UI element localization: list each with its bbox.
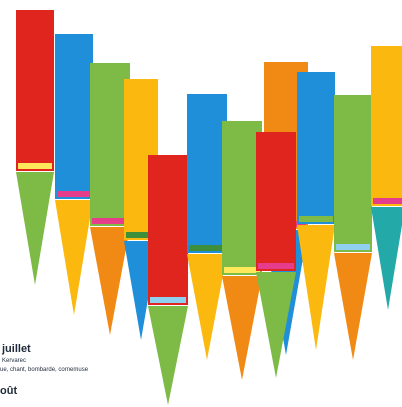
pencil-body <box>187 94 227 244</box>
pencil-band <box>297 214 335 224</box>
event-month-heading: juillet <box>2 343 31 355</box>
pencil-body <box>371 46 402 197</box>
pencil-tip <box>16 172 54 285</box>
pencil-band <box>148 295 188 305</box>
pencil-tip <box>90 227 130 335</box>
pencil-band <box>16 161 54 171</box>
pencil-band <box>256 261 296 271</box>
pencil-2 <box>55 34 93 315</box>
pencil-tip <box>222 276 262 380</box>
pencil-body <box>16 10 54 162</box>
pencil-band <box>187 243 227 253</box>
pencil-10 <box>297 72 335 350</box>
pencil-band <box>90 216 130 226</box>
pencil-tip <box>148 306 188 405</box>
event-description-text: ue, chant, bombarde, cornemuse <box>0 367 89 373</box>
pencil-body <box>90 63 130 217</box>
pencil-band <box>55 189 93 199</box>
pencil-body <box>55 34 93 190</box>
pencil-band <box>371 196 402 206</box>
pencil-body <box>297 72 335 215</box>
event-venue-text: Kervarec <box>2 358 27 364</box>
pencil-body <box>148 155 188 296</box>
pencil-band <box>222 265 262 275</box>
pencil-body <box>256 132 296 262</box>
pencil-tip <box>334 253 372 360</box>
pencil-tip <box>55 200 93 315</box>
event-month-heading-2: oût <box>0 385 18 397</box>
pencil-tip <box>297 225 335 350</box>
pencil-6 <box>187 94 227 360</box>
pencil-tip <box>371 207 402 310</box>
pencil-band <box>334 242 372 252</box>
pencil-body <box>222 121 262 266</box>
pencil-9 <box>256 132 296 378</box>
pencil-tip <box>187 254 227 360</box>
pencil-tip <box>256 272 296 378</box>
pencil-1 <box>16 10 54 285</box>
pencil-3 <box>90 63 130 335</box>
pencil-body <box>334 95 372 243</box>
pencil-12 <box>371 46 402 310</box>
pencil-11 <box>334 95 372 360</box>
pencil-5 <box>148 155 188 405</box>
